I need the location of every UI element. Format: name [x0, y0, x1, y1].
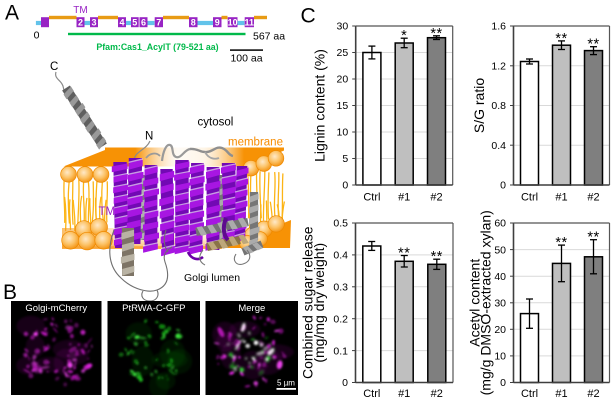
svg-text:PtRWA-C-GFP: PtRWA-C-GFP — [122, 303, 185, 314]
svg-text:Pfam:Cas1_AcylT (79-521 aa): Pfam:Cas1_AcylT (79-521 aa) — [96, 42, 218, 52]
svg-text:30: 30 — [337, 21, 349, 33]
svg-text:567 aa: 567 aa — [253, 31, 285, 43]
svg-text:C: C — [50, 61, 58, 73]
svg-text:**: ** — [398, 246, 410, 262]
svg-text:30: 30 — [494, 297, 506, 309]
svg-text:0: 0 — [342, 180, 348, 192]
svg-text:15: 15 — [337, 100, 349, 112]
svg-text:**: ** — [431, 249, 443, 265]
svg-text:**: ** — [587, 230, 599, 246]
svg-text:Lignin content (%): Lignin content (%) — [311, 49, 327, 162]
svg-text:6: 6 — [141, 17, 146, 27]
svg-text:Ctrl: Ctrl — [363, 192, 380, 204]
svg-text:TM: TM — [73, 5, 87, 16]
svg-text:Combined sugar release: Combined sugar release — [300, 226, 316, 379]
svg-text:Ctrl: Ctrl — [521, 388, 538, 400]
svg-text:0.1: 0.1 — [333, 345, 348, 357]
svg-text:10: 10 — [228, 17, 238, 27]
svg-text:Ctrl: Ctrl — [521, 192, 538, 204]
svg-text:#1: #1 — [555, 192, 567, 204]
svg-text:0.4: 0.4 — [491, 140, 506, 152]
svg-text:0.2: 0.2 — [333, 313, 348, 325]
svg-text:Golgi-mCherry: Golgi-mCherry — [25, 303, 87, 314]
svg-text:11: 11 — [245, 17, 255, 27]
svg-text:S/G ratio: S/G ratio — [471, 78, 487, 133]
svg-text:C: C — [301, 5, 316, 28]
svg-text:(mg/mg dry weight): (mg/mg dry weight) — [311, 243, 327, 363]
svg-text:40: 40 — [494, 271, 506, 283]
svg-text:**: ** — [430, 26, 442, 42]
svg-text:0.3: 0.3 — [333, 282, 348, 294]
svg-text:3: 3 — [91, 17, 96, 27]
svg-text:#1: #1 — [398, 192, 410, 204]
svg-text:9: 9 — [215, 17, 220, 27]
svg-text:#2: #2 — [587, 388, 599, 400]
svg-text:#2: #2 — [431, 388, 443, 400]
svg-text:8: 8 — [191, 17, 196, 27]
svg-text:50: 50 — [494, 244, 506, 256]
svg-text:2: 2 — [78, 17, 83, 27]
svg-text:#2: #2 — [587, 192, 599, 204]
svg-text:Merge: Merge — [238, 303, 265, 314]
svg-text:0.4: 0.4 — [333, 250, 348, 262]
svg-text:10: 10 — [337, 127, 349, 139]
svg-text:5: 5 — [342, 153, 348, 165]
svg-text:100 aa: 100 aa — [230, 53, 262, 65]
svg-text:membrane: membrane — [228, 137, 283, 149]
svg-text:B: B — [3, 281, 17, 304]
svg-text:*: * — [401, 28, 407, 44]
svg-text:#1: #1 — [555, 388, 567, 400]
svg-text:Ctrl: Ctrl — [363, 388, 380, 400]
svg-text:10: 10 — [494, 351, 506, 363]
svg-text:N: N — [145, 131, 153, 143]
svg-text:**: ** — [587, 37, 599, 53]
svg-text:0: 0 — [500, 377, 506, 389]
svg-text:#1: #1 — [398, 388, 410, 400]
svg-text:5 µm: 5 µm — [277, 379, 295, 388]
svg-text:5: 5 — [132, 17, 137, 27]
svg-text:0: 0 — [342, 377, 348, 389]
svg-text:60: 60 — [494, 218, 506, 230]
svg-text:**: ** — [555, 31, 567, 47]
svg-text:cytosol: cytosol — [198, 117, 234, 129]
svg-text:20: 20 — [337, 74, 349, 86]
svg-text:20: 20 — [494, 324, 506, 336]
svg-text:1.6: 1.6 — [491, 21, 506, 33]
svg-text:1.2: 1.2 — [491, 61, 506, 73]
svg-text:**: ** — [555, 235, 567, 251]
svg-text:4: 4 — [119, 17, 124, 27]
svg-text:0.5: 0.5 — [333, 218, 348, 230]
svg-text:0: 0 — [500, 180, 506, 192]
svg-text:Golgi lumen: Golgi lumen — [184, 272, 240, 284]
svg-text:TM: TM — [99, 206, 116, 218]
svg-text:0: 0 — [34, 30, 40, 42]
svg-text:7: 7 — [156, 17, 161, 27]
svg-text:#2: #2 — [430, 192, 442, 204]
svg-text:0.8: 0.8 — [491, 100, 506, 112]
svg-text:Acetyl content: Acetyl content — [467, 259, 483, 347]
svg-text:25: 25 — [337, 47, 349, 59]
svg-text:(mg/g DMSO-extracted xylan): (mg/g DMSO-extracted xylan) — [478, 210, 494, 395]
svg-text:A: A — [5, 2, 19, 25]
